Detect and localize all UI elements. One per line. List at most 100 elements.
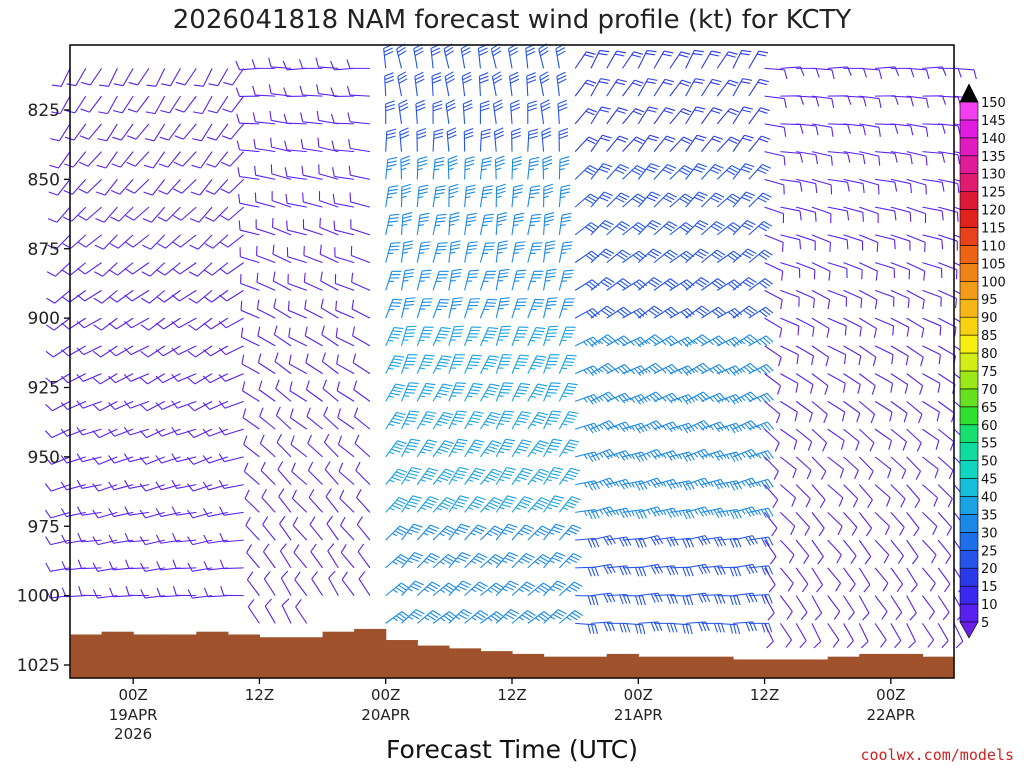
wind-barb xyxy=(827,234,849,250)
colorbar-label: 125 xyxy=(981,186,1006,201)
wind-barb xyxy=(416,524,440,541)
wind-barb xyxy=(448,325,464,347)
wind-barb xyxy=(558,467,581,485)
wind-barb xyxy=(653,421,680,433)
wind-barb xyxy=(922,373,941,393)
wind-barb xyxy=(259,434,276,458)
y-tick-label: 1025 xyxy=(17,656,60,676)
wind-barb xyxy=(922,345,941,365)
wind-barb xyxy=(543,297,558,319)
wind-barb xyxy=(95,206,118,223)
wind-barb xyxy=(416,581,441,597)
wind-barb xyxy=(45,373,71,385)
wind-barb xyxy=(262,516,276,541)
wind-barb xyxy=(287,300,308,319)
wind-barb xyxy=(480,554,504,569)
wind-barb xyxy=(558,581,583,597)
wind-barb xyxy=(448,297,463,319)
wind-barb xyxy=(543,240,556,263)
wind-barb xyxy=(385,270,402,291)
wind-barb xyxy=(171,345,197,356)
wind-barb xyxy=(315,57,339,69)
wind-barb xyxy=(157,234,181,249)
wind-barb xyxy=(685,277,710,291)
wind-barb xyxy=(843,400,861,423)
wind-barb xyxy=(187,428,213,439)
wind-barb xyxy=(221,123,245,140)
wind-barb xyxy=(283,113,307,125)
wind-barb xyxy=(272,271,292,291)
wind-barb xyxy=(843,123,866,136)
wind-barb xyxy=(219,234,244,248)
wind-barb xyxy=(256,299,276,319)
wind-barb xyxy=(527,554,552,569)
wind-barb xyxy=(257,326,276,347)
colorbar-label: 40 xyxy=(981,490,998,505)
wind-barb xyxy=(685,448,711,460)
colorbar-label: 65 xyxy=(981,401,998,416)
wind-barb xyxy=(685,134,707,152)
x-tick-label: 12Z xyxy=(245,686,274,704)
wind-barb xyxy=(155,455,181,464)
wind-barb xyxy=(764,289,783,310)
wind-barb xyxy=(732,134,754,152)
wind-barb xyxy=(716,336,743,348)
wind-barb xyxy=(780,289,800,307)
wind-barb xyxy=(764,67,788,80)
wind-barb xyxy=(219,506,244,516)
wind-barb xyxy=(748,450,774,461)
wind-barb xyxy=(495,240,509,263)
wind-barb xyxy=(385,525,409,541)
wind-barb xyxy=(906,456,922,480)
wind-barb xyxy=(811,428,828,452)
terrain-block xyxy=(322,631,355,678)
wind-barb xyxy=(890,317,910,337)
wind-barb xyxy=(274,352,292,375)
wind-barb xyxy=(238,193,260,208)
wind-barb xyxy=(874,345,894,365)
wind-barb xyxy=(906,595,917,621)
wind-barb xyxy=(858,595,870,621)
wind-barb xyxy=(432,611,458,624)
wind-barb xyxy=(701,164,724,180)
wind-barb xyxy=(922,151,946,163)
wind-barb xyxy=(732,163,755,180)
wind-barb xyxy=(108,373,134,384)
wind-barb xyxy=(306,407,323,430)
wind-barb xyxy=(479,355,499,374)
wind-barb xyxy=(796,123,819,136)
wind-barb xyxy=(400,183,412,208)
wind-barb xyxy=(331,140,355,153)
terrain-block xyxy=(543,656,576,678)
wind-barb xyxy=(238,220,260,236)
colorbar-min-arrow xyxy=(959,621,979,639)
terrain-block xyxy=(164,634,197,678)
wind-barb xyxy=(606,221,631,236)
wind-barb xyxy=(401,523,423,541)
wind-barb xyxy=(108,400,134,411)
wind-barb xyxy=(108,345,134,357)
wind-barb xyxy=(124,532,149,543)
wind-barb xyxy=(223,68,245,86)
wind-barb xyxy=(574,79,597,97)
wind-barb xyxy=(432,298,450,319)
colorbar-label: 50 xyxy=(981,455,998,470)
terrain-block xyxy=(101,631,134,678)
wind-barb xyxy=(555,43,566,69)
wind-barb xyxy=(732,535,758,546)
wind-barb xyxy=(559,610,584,624)
wind-barb xyxy=(219,532,244,543)
wind-barb xyxy=(159,123,181,141)
wind-barb xyxy=(350,219,371,236)
wind-barb xyxy=(44,456,71,465)
wind-barb xyxy=(732,477,759,489)
wind-barb xyxy=(66,68,87,87)
wind-barb xyxy=(448,354,465,374)
wind-barb xyxy=(124,289,150,302)
wind-barb xyxy=(669,365,695,377)
wind-barb xyxy=(748,221,773,236)
wind-barb xyxy=(448,466,469,485)
wind-barb xyxy=(653,50,674,69)
wind-barb xyxy=(155,373,181,384)
wind-barb xyxy=(301,165,323,180)
